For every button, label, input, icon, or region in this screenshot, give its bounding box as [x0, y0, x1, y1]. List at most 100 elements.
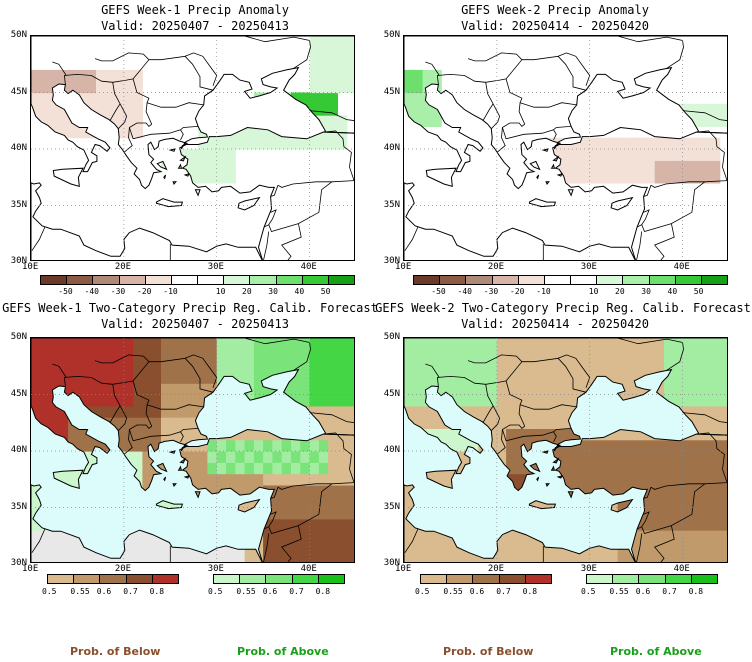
colorbar-tick-label: 0.55: [236, 587, 256, 596]
map-canvas: [404, 36, 727, 260]
prob-below-label: Prob. of Below: [443, 645, 534, 658]
colorbar-swatch: [691, 575, 718, 583]
coastlines: [404, 36, 727, 260]
colorbar-tick-label: 40: [667, 287, 678, 296]
colorbar-swatch: [623, 276, 650, 284]
colorbar-swatch: [48, 575, 75, 583]
colorbar-swatch: [292, 575, 319, 583]
colorbar-swatch: [587, 575, 614, 583]
lon-tick-label: 10E: [395, 564, 412, 574]
panel-valid-dates: Valid: 20250407 - 20250413: [101, 19, 289, 33]
colorbar-swatch: [266, 575, 293, 583]
colorbar-swatch: [675, 276, 702, 284]
colorbar-tick-label: -40: [84, 287, 99, 296]
lat-tick-label: 50N: [10, 332, 27, 342]
map-canvas: [404, 338, 727, 562]
colorbar-tick-label: 0.5: [208, 587, 223, 596]
anomaly-colorbar: [413, 275, 728, 285]
precip-field: [404, 36, 727, 260]
colorbar-tick-label: 30: [641, 287, 651, 296]
colorbar-tick-label: 0.6: [262, 587, 278, 596]
lat-tick-label: 45N: [10, 86, 27, 97]
lat-tick-label: 35N: [10, 501, 27, 512]
lat-tick-label: 35N: [383, 199, 400, 210]
below-colorbar: [47, 574, 179, 584]
lat-tick-label: 40N: [383, 445, 400, 455]
panel-title: GEFS Week-1 Two-Category Precip Reg. Cal…: [2, 301, 378, 315]
lat-tick-label: 40N: [383, 143, 400, 153]
colorbar-swatch: [41, 276, 68, 284]
above-colorbar: [213, 574, 345, 584]
lon-tick-label: 20E: [114, 564, 132, 574]
colorbar-swatch: [571, 276, 598, 284]
lon-tick-label: 40E: [300, 262, 317, 272]
map-week1-anomaly: [30, 35, 355, 261]
lat-tick-label: 50N: [383, 30, 400, 40]
lat-tick-label: 30N: [10, 558, 27, 568]
colorbar-tick-label: 0.55: [70, 587, 90, 596]
lat-tick-label: 50N: [10, 30, 27, 40]
colorbar-swatch: [492, 276, 519, 284]
colorbar-swatch: [152, 575, 179, 583]
colorbar-tick-label: 0.5: [581, 587, 596, 596]
map-week2-prob: [403, 337, 728, 563]
lon-tick-label: 10E: [22, 564, 39, 574]
colorbar-swatch: [67, 276, 94, 284]
colorbar-tick-label: 10: [215, 287, 226, 296]
colorbar-swatch: [93, 276, 120, 284]
panel-title: GEFS Week-2 Two-Category Precip Reg. Cal…: [375, 301, 751, 315]
panel-title: GEFS Week-2 Precip Anomaly: [461, 3, 649, 17]
colorbar-tick-label: 0.8: [688, 587, 704, 596]
panel-title: GEFS Week-1 Precip Anomaly: [101, 3, 289, 17]
colorbar-tick-label: 0.7: [662, 587, 677, 596]
lat-tick-label: 35N: [383, 501, 400, 512]
lon-tick-label: 10E: [22, 262, 39, 272]
lat-tick-label: 30N: [383, 558, 400, 568]
lat-tick-label: 30N: [10, 256, 27, 266]
below-colorbar: [420, 574, 552, 584]
colorbar-tick-label: 0.6: [635, 587, 651, 596]
colorbar-swatch: [525, 575, 552, 583]
colorbar-swatch: [613, 575, 640, 583]
colorbar-swatch: [126, 575, 153, 583]
panel-valid-dates: Valid: 20250414 - 20250420: [461, 317, 649, 331]
colorbar-tick-label: 0.5: [42, 587, 57, 596]
country-borders: [404, 338, 727, 562]
lon-tick-label: 40E: [673, 564, 690, 574]
colorbar-tick-label: 20: [242, 287, 252, 296]
colorbar-tick-label: -20: [137, 287, 152, 296]
prob-above-label: Prob. of Above: [610, 645, 702, 658]
colorbar-tick-label: -10: [536, 287, 551, 296]
colorbar-tick-label: -30: [110, 287, 126, 296]
colorbar-tick-label: -40: [457, 287, 472, 296]
lon-tick-label: 40E: [300, 564, 317, 574]
lon-tick-label: 40E: [673, 262, 690, 272]
colorbar-swatch: [597, 276, 624, 284]
colorbar-tick-label: -30: [483, 287, 499, 296]
colorbar-tick-label: 0.6: [469, 587, 485, 596]
colorbar-swatch: [414, 276, 441, 284]
colorbar-swatch: [302, 276, 329, 284]
colorbar-swatch: [276, 276, 303, 284]
colorbar-swatch: [499, 575, 526, 583]
lon-tick-label: 30E: [207, 564, 224, 574]
colorbar-swatch: [473, 575, 500, 583]
colorbar-tick-label: 0.7: [123, 587, 138, 596]
lat-tick-label: 45N: [383, 388, 400, 399]
lon-tick-label: 30E: [207, 262, 224, 272]
colorbar-swatch: [74, 575, 101, 583]
graticule: [31, 36, 354, 260]
coastlines: [31, 36, 354, 260]
colorbar-swatch: [421, 575, 448, 583]
colorbar-swatch: [171, 276, 199, 284]
colorbar-swatch: [119, 276, 146, 284]
colorbar-tick-label: 50: [693, 287, 704, 296]
lat-tick-label: 35N: [10, 199, 27, 210]
panel-valid-dates: Valid: 20250407 - 20250413: [101, 317, 289, 331]
colorbar-swatch: [198, 276, 225, 284]
map-week1-prob: [30, 337, 355, 563]
lat-tick-label: 40N: [10, 143, 27, 153]
colorbar-swatch: [214, 575, 241, 583]
colorbar-swatch: [224, 276, 251, 284]
lat-tick-label: 30N: [383, 256, 400, 266]
